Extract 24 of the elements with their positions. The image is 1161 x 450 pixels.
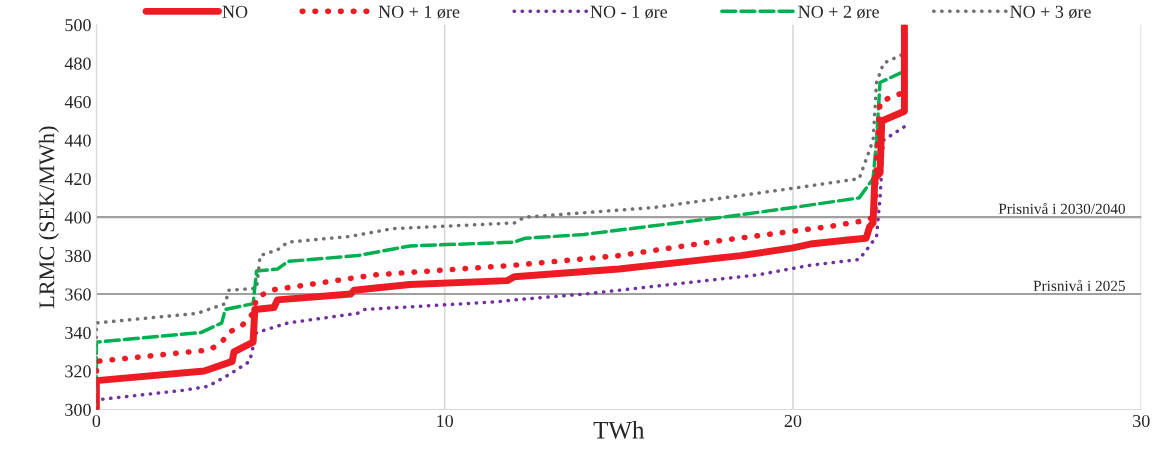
y-tick-label: 420	[64, 172, 91, 186]
x-tick-label: 20	[784, 414, 802, 428]
legend-label: NO	[222, 5, 248, 18]
legend-label: NO + 3 øre	[1010, 5, 1091, 19]
legend-label: NO - 1 øre	[590, 5, 668, 19]
x-axis-title: TWh	[593, 421, 645, 439]
y-tick-label: 320	[65, 365, 91, 378]
y-tick-label: 360	[65, 288, 91, 301]
y-axis-title: LRMC (SEK/MWh)	[38, 126, 59, 309]
legend-label: NO + 1 øre	[378, 5, 460, 19]
ref-line-label: Prisnivå i 2030/2040	[998, 202, 1126, 215]
x-tick-label: 10	[437, 414, 453, 428]
y-tick-label: 480	[64, 57, 91, 70]
y-tick-label: 400	[64, 211, 91, 224]
y-tick-label: 460	[64, 95, 91, 109]
y-tick-label: 440	[64, 134, 91, 147]
y-tick-label: 380	[65, 249, 91, 263]
y-tick-label: 300	[65, 403, 91, 416]
y-tick-label: 340	[65, 326, 91, 339]
x-tick-label: 30	[1133, 414, 1150, 428]
x-tick-label: 0	[92, 414, 101, 428]
legend-label: NO + 2 øre	[798, 5, 879, 19]
ref-line-label: Prisnivå i 2025	[1033, 279, 1125, 291]
y-tick-label: 500	[65, 19, 91, 32]
